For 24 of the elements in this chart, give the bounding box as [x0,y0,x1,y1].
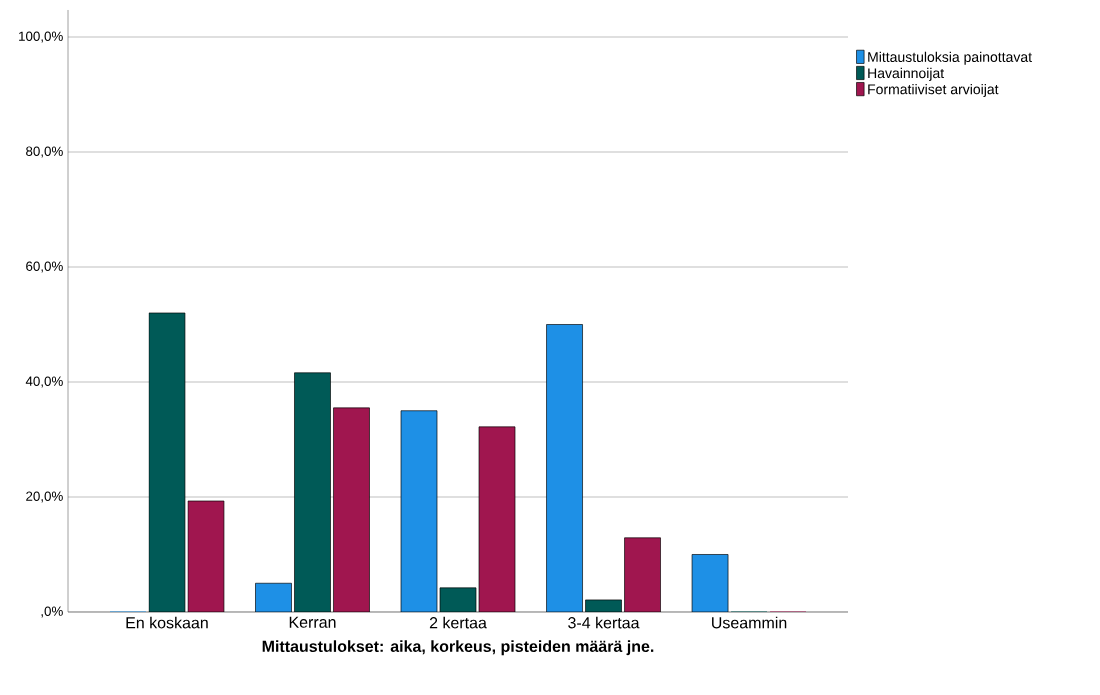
bar [333,407,370,612]
x-tick-label: 2 kertaa [429,616,487,629]
y-tick-label: 80,0% [26,146,63,158]
y-tick-label: 60,0% [26,261,63,273]
bar [624,537,661,612]
x-tick-label: Kerran [289,616,336,628]
legend-label: Formatiiviset arvioijat [868,84,999,98]
x-tick-label: En koskaan [126,616,208,629]
y-tick-label: ,0% [41,606,63,618]
x-tick-label: 3-4 kertaa [568,616,640,629]
legend-label: Havainnoijat [868,67,945,81]
bar [187,500,225,612]
y-tick-label: 100,0% [19,31,63,43]
y-tick-label: 40,0% [25,376,63,388]
y-tick-label: 20,0% [26,491,63,503]
bar [546,324,583,612]
bar [585,599,622,612]
bar [255,582,292,612]
bar [148,312,186,612]
x-tick-label: Useammin [712,616,787,629]
legend-label: Mittaustuloksia painottavat [868,51,1032,65]
bar [294,372,331,612]
bar [691,554,729,612]
x-axis-title: Mittaustulokset: aika, korkeus, pisteiden määrä jne. [262,640,654,656]
